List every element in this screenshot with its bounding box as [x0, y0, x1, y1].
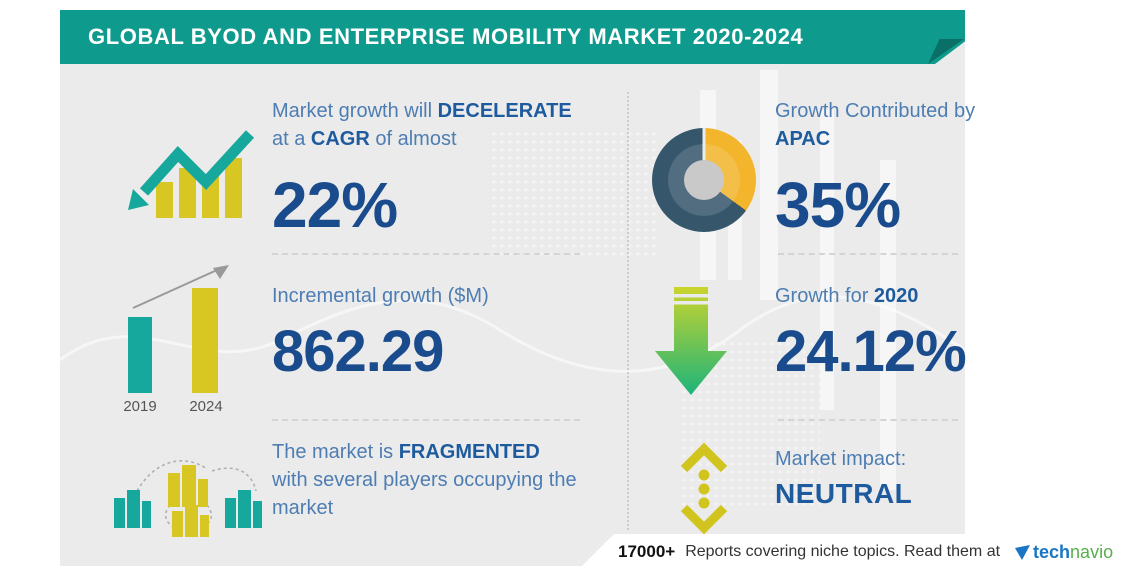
apac-caption: Growth Contributed by APAC [775, 97, 995, 153]
apac-value: 35% [775, 169, 901, 241]
incremental-growth-value: 862.29 [272, 319, 444, 384]
brand-navio: navio [1070, 541, 1114, 562]
growth-arrow-icon [132, 265, 229, 309]
fragmented-text2: with several players occupying the marke… [272, 469, 577, 519]
donut-slice-gap [702, 128, 706, 160]
cagr-caption-bold2: CAGR [310, 128, 370, 150]
apac-donut-chart [652, 128, 756, 232]
declining-trend-chart-icon [128, 130, 255, 218]
cagr-caption-text2: at a [272, 128, 311, 150]
down-arrow-icon [655, 287, 727, 395]
fragmented-market-buildings-icon [114, 460, 262, 537]
separator-left-2 [272, 419, 580, 421]
background-panel [60, 10, 965, 566]
watermark-bar [820, 110, 834, 410]
cagr-caption: Market growth will DECELERATE at a CAGR … [272, 97, 602, 153]
fragmented-text: The market is [272, 441, 399, 463]
impact-value: NEUTRAL [775, 478, 913, 509]
growth-2020-caption: Growth for 2020 [775, 282, 1015, 310]
separator-right-1 [778, 253, 958, 255]
fragmented-bold: FRAGMENTED [398, 441, 540, 463]
watermark-dots [490, 130, 660, 260]
bar-year-label: 2019 [123, 398, 157, 415]
technavio-triangle-icon [1015, 544, 1031, 560]
cagr-caption-text3: of almost [369, 128, 457, 150]
growth-2020-value: 24.12% [775, 319, 967, 384]
reports-count: 17000+ [618, 542, 676, 561]
technavio-logo[interactable]: tech navio [1014, 542, 1113, 563]
separator-right-2 [778, 419, 958, 421]
cagr-caption-bold: DECELERATE [437, 100, 572, 122]
watermark-bar [760, 70, 778, 300]
watermark-bar [880, 160, 896, 490]
impact-label: Market impact: [775, 448, 907, 470]
bar-2019 [128, 317, 152, 393]
fragmented-caption: The market is FRAGMENTED with several pl… [272, 438, 607, 522]
column-divider [627, 92, 629, 530]
page-title: GLOBAL BYOD AND ENTERPRISE MOBILITY MARK… [88, 24, 804, 49]
incremental-growth-label: Incremental growth ($M) [272, 285, 489, 307]
apac-caption-text: Growth Contributed by [775, 100, 976, 122]
brand-tech: tech [1033, 541, 1071, 562]
donut-center [684, 160, 724, 200]
bar-2024 [192, 288, 218, 393]
market-impact-neutral-icon [680, 442, 728, 534]
footer-text: Reports covering niche topics. Read them… [685, 543, 1001, 560]
footer-bar: 17000+ Reports covering niche topics. Re… [578, 534, 1140, 570]
cagr-value: 22% [272, 169, 398, 241]
growth-2020-bold: 2020 [873, 285, 919, 307]
apac-caption-bold: APAC [775, 128, 831, 150]
growth-2020-text: Growth for [775, 285, 874, 307]
bar-year-label: 2024 [189, 398, 223, 415]
cagr-caption-text: Market growth will [272, 100, 438, 122]
separator-left-1 [272, 253, 580, 255]
header-banner: GLOBAL BYOD AND ENTERPRISE MOBILITY MARK… [60, 10, 965, 64]
